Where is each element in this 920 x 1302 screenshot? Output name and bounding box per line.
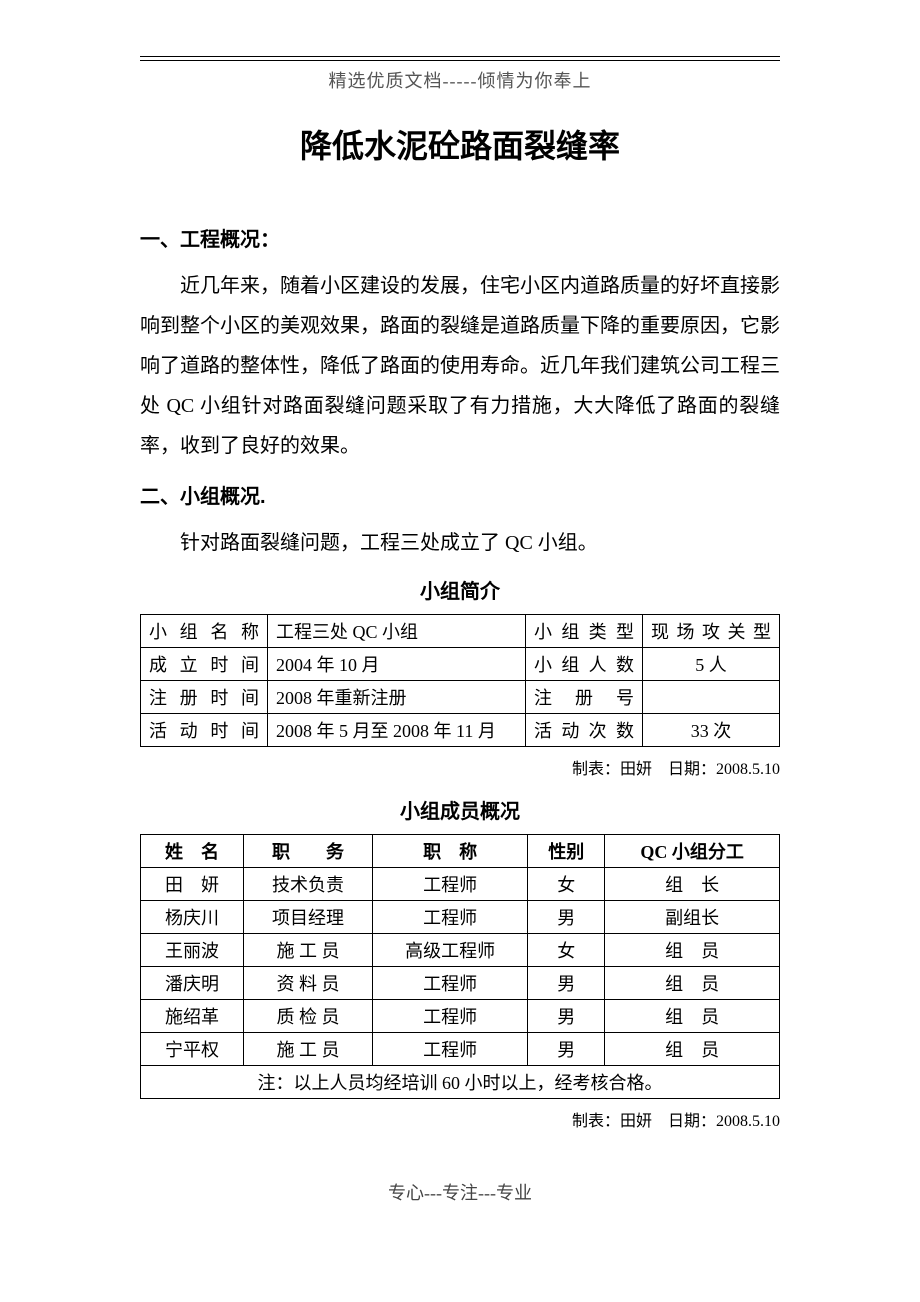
table2-footer: 制表：田妍 日期：2008.5.10: [140, 1107, 780, 1131]
column-header: 职 务: [243, 835, 372, 868]
group-intro-table: 小组名称 工程三处 QC 小组 小组类型 现场攻关型 成立时间 2004 年 1…: [140, 614, 780, 747]
cell: 资 料 员: [243, 967, 372, 1000]
cell-label: 活动次数: [526, 714, 643, 747]
table2-title: 小组成员概况: [140, 795, 780, 824]
section2-paragraph: 针对路面裂缝问题，工程三处成立了 QC 小组。: [140, 523, 780, 563]
cell-label: 小组名称: [141, 615, 268, 648]
table-header-row: 姓 名 职 务 职 称 性别 QC 小组分工: [141, 835, 780, 868]
section1-paragraph: 近几年来，随着小区建设的发展，住宅小区内道路质量的好坏直接影响到整个小区的美观效…: [140, 266, 780, 466]
page-header: 精选优质文档-----倾情为你奉上: [140, 67, 780, 93]
cell-label: 成立时间: [141, 648, 268, 681]
cell: 施 工 员: [243, 1033, 372, 1066]
cell-label: 活动时间: [141, 714, 268, 747]
table-row: 田 妍 技术负责 工程师 女 组 长: [141, 868, 780, 901]
table-row: 杨庆川 项目经理 工程师 男 副组长: [141, 901, 780, 934]
cell: 组 长: [605, 868, 780, 901]
cell: 高级工程师: [373, 934, 528, 967]
table-note: 注：以上人员均经培训 60 小时以上，经考核合格。: [141, 1066, 780, 1099]
document-page: 精选优质文档-----倾情为你奉上 降低水泥砼路面裂缝率 一、工程概况： 近几年…: [0, 0, 920, 1245]
column-header: 姓 名: [141, 835, 244, 868]
cell: 男: [528, 967, 605, 1000]
table1-title: 小组简介: [140, 575, 780, 604]
cell: 工程师: [373, 1033, 528, 1066]
cell: 宁平权: [141, 1033, 244, 1066]
cell: 工程师: [373, 901, 528, 934]
cell-value: 工程三处 QC 小组: [268, 615, 526, 648]
header-rule: [140, 56, 780, 61]
column-header: 职 称: [373, 835, 528, 868]
column-header: QC 小组分工: [605, 835, 780, 868]
cell: 施 工 员: [243, 934, 372, 967]
cell: 工程师: [373, 868, 528, 901]
table-row: 成立时间 2004 年 10 月 小组人数 5 人: [141, 648, 780, 681]
cell: 项目经理: [243, 901, 372, 934]
cell-value: 2008 年 5 月至 2008 年 11 月: [268, 714, 526, 747]
table1-footer: 制表：田妍 日期：2008.5.10: [140, 755, 780, 779]
cell: 男: [528, 1033, 605, 1066]
page-footer: 专心---专注---专业: [140, 1179, 780, 1205]
cell-value: 2004 年 10 月: [268, 648, 526, 681]
cell: 组 员: [605, 1000, 780, 1033]
table-row: 宁平权 施 工 员 工程师 男 组 员: [141, 1033, 780, 1066]
document-title: 降低水泥砼路面裂缝率: [140, 121, 780, 167]
cell-value: 33 次: [643, 714, 780, 747]
table-row: 注册时间 2008 年重新注册 注 册 号: [141, 681, 780, 714]
cell-label: 小组类型: [526, 615, 643, 648]
cell-label: 注 册 号: [526, 681, 643, 714]
cell: 杨庆川: [141, 901, 244, 934]
table-row: 小组名称 工程三处 QC 小组 小组类型 现场攻关型: [141, 615, 780, 648]
cell: 施绍革: [141, 1000, 244, 1033]
cell: 副组长: [605, 901, 780, 934]
column-header: 性别: [528, 835, 605, 868]
table-row: 活动时间 2008 年 5 月至 2008 年 11 月 活动次数 33 次: [141, 714, 780, 747]
cell: 工程师: [373, 1000, 528, 1033]
cell: 组 员: [605, 967, 780, 1000]
cell: 技术负责: [243, 868, 372, 901]
cell-value: 现场攻关型: [643, 615, 780, 648]
section1-heading: 一、工程概况：: [140, 223, 780, 252]
cell: 潘庆明: [141, 967, 244, 1000]
cell: 组 员: [605, 1033, 780, 1066]
cell: 工程师: [373, 967, 528, 1000]
section2-heading: 二、小组概况.: [140, 480, 780, 509]
cell: 男: [528, 1000, 605, 1033]
cell-label: 小组人数: [526, 648, 643, 681]
table-row: 施绍革 质 检 员 工程师 男 组 员: [141, 1000, 780, 1033]
cell-value: 5 人: [643, 648, 780, 681]
table-row: 潘庆明 资 料 员 工程师 男 组 员: [141, 967, 780, 1000]
cell: 王丽波: [141, 934, 244, 967]
cell: 质 检 员: [243, 1000, 372, 1033]
table-row: 王丽波 施 工 员 高级工程师 女 组 员: [141, 934, 780, 967]
cell-label: 注册时间: [141, 681, 268, 714]
group-members-table: 姓 名 职 务 职 称 性别 QC 小组分工 田 妍 技术负责 工程师 女 组 …: [140, 834, 780, 1099]
cell: 女: [528, 934, 605, 967]
cell: 组 员: [605, 934, 780, 967]
cell-value: [643, 681, 780, 714]
cell: 田 妍: [141, 868, 244, 901]
table-note-row: 注：以上人员均经培训 60 小时以上，经考核合格。: [141, 1066, 780, 1099]
cell-value: 2008 年重新注册: [268, 681, 526, 714]
cell: 男: [528, 901, 605, 934]
cell: 女: [528, 868, 605, 901]
